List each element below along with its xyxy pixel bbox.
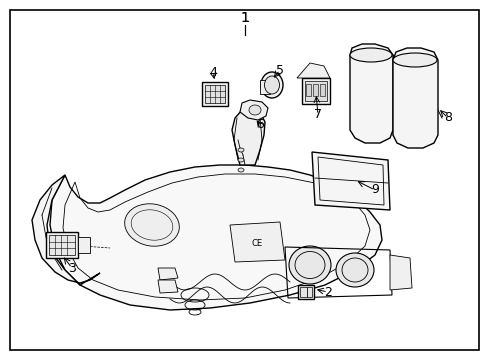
Bar (78, 237, 90, 253)
Polygon shape (389, 255, 411, 290)
Ellipse shape (238, 168, 244, 172)
Polygon shape (311, 152, 389, 210)
Bar (312, 84, 317, 96)
Polygon shape (229, 222, 285, 262)
Ellipse shape (288, 246, 330, 284)
Ellipse shape (349, 48, 391, 62)
Bar (297, 285, 313, 299)
Ellipse shape (335, 253, 373, 287)
Text: 9: 9 (370, 184, 378, 197)
Text: 7: 7 (313, 108, 321, 121)
Ellipse shape (264, 76, 279, 94)
Ellipse shape (261, 72, 283, 98)
Bar (46, 232, 78, 258)
Bar (49, 235, 75, 255)
Text: CE: CE (251, 238, 262, 248)
Ellipse shape (392, 53, 436, 67)
Bar (299, 287, 306, 297)
Polygon shape (231, 108, 264, 165)
Bar (202, 82, 227, 106)
Text: 2: 2 (324, 285, 331, 298)
Bar (306, 287, 311, 297)
Polygon shape (296, 63, 329, 78)
Bar (204, 85, 224, 103)
Polygon shape (349, 44, 392, 143)
Polygon shape (32, 175, 100, 285)
Text: 6: 6 (256, 118, 264, 131)
Text: 5: 5 (275, 63, 284, 77)
Ellipse shape (248, 105, 261, 115)
Bar (305, 84, 310, 96)
Bar (302, 78, 329, 104)
Text: 4: 4 (209, 66, 217, 78)
Polygon shape (392, 48, 437, 148)
Text: 8: 8 (443, 112, 451, 125)
Ellipse shape (238, 148, 244, 152)
Text: 1: 1 (240, 11, 249, 25)
Polygon shape (50, 165, 381, 310)
Bar (260, 80, 269, 94)
Polygon shape (240, 100, 267, 120)
Text: 3: 3 (68, 261, 76, 274)
Ellipse shape (124, 204, 179, 246)
Bar (305, 81, 326, 101)
Bar (319, 84, 325, 96)
Text: 1: 1 (240, 11, 249, 25)
Polygon shape (158, 268, 178, 280)
Polygon shape (158, 280, 178, 293)
Ellipse shape (238, 158, 244, 162)
